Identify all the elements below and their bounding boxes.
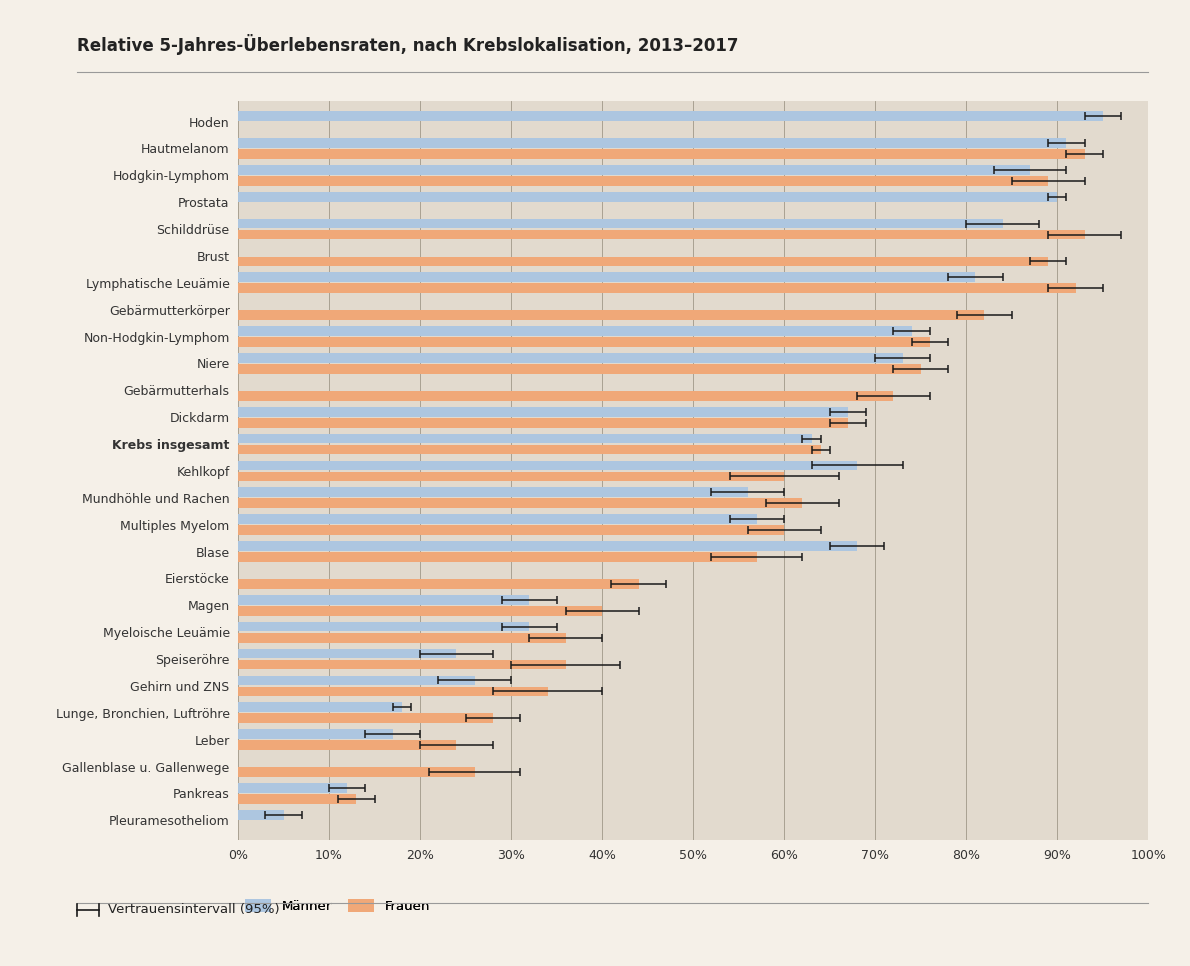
Bar [238,687,547,696]
Text: Vertrauensintervall (95%): Vertrauensintervall (95%) [108,903,280,917]
Bar [238,272,976,282]
Bar [238,149,1084,158]
Bar [238,418,848,428]
Bar [238,337,929,347]
Bar [238,138,1066,148]
Bar [238,111,1103,121]
Bar [238,461,857,470]
Bar [238,794,356,804]
Bar [238,526,784,535]
Legend: Männer, Frauen: Männer, Frauen [245,898,430,913]
Bar [238,606,602,615]
Bar [238,579,639,588]
Bar [238,595,530,605]
Bar [238,714,493,724]
Bar [238,471,784,481]
Bar [238,633,565,642]
Bar [238,541,857,551]
Bar [238,514,757,524]
Bar [238,364,921,374]
Bar [238,767,475,777]
Bar [238,729,393,739]
Bar [238,553,757,562]
Bar [238,391,894,401]
Text: Relative 5-Jahres-Überlebensraten, nach Krebslokalisation, 2013–2017: Relative 5-Jahres-Überlebensraten, nach … [77,34,739,55]
Bar [238,176,1048,185]
Bar [238,283,1076,293]
Bar [238,649,457,659]
Bar [238,434,812,443]
Bar [238,660,565,669]
Bar [238,488,747,497]
Bar [238,310,984,320]
Bar [238,354,902,363]
Bar [238,257,1048,267]
Bar [238,192,1057,202]
Bar [238,810,283,819]
Bar [238,675,475,685]
Bar [238,327,912,336]
Bar [238,230,1084,240]
Bar [238,407,848,416]
Bar [238,622,530,632]
Bar [238,165,1031,175]
Bar [238,218,1003,228]
Bar [238,783,347,793]
Bar [238,444,821,454]
Bar [238,740,457,750]
Bar [238,498,802,508]
Bar [238,702,402,712]
